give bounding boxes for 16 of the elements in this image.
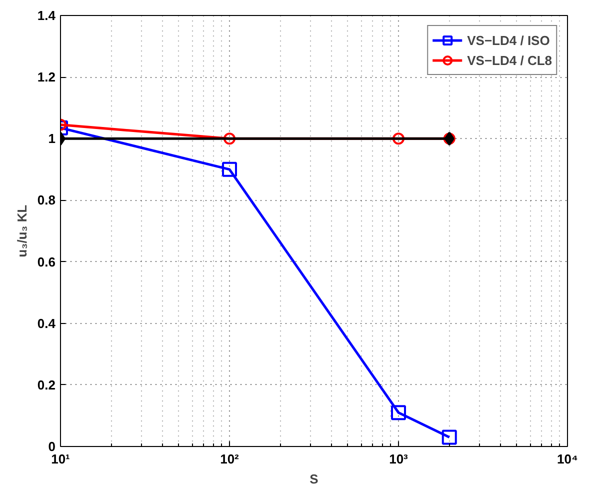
y-tick-label: 0.8 bbox=[37, 192, 56, 208]
y-tick-label: 0.6 bbox=[37, 254, 56, 270]
y-tick-label: 1 bbox=[48, 131, 56, 146]
y-tick-label: 0 bbox=[48, 439, 56, 454]
y-axis-title: u₃/u₃ KL bbox=[14, 204, 30, 258]
y-tick-label: 0.2 bbox=[37, 377, 56, 392]
y-tick-label: 1.2 bbox=[37, 70, 56, 85]
x-tick-label: 10¹ bbox=[51, 452, 70, 466]
y-tick-label: 0.4 bbox=[37, 316, 56, 331]
legend-label: VS−LD4 / ISO bbox=[467, 32, 550, 48]
x-tick-label: 10² bbox=[220, 452, 240, 466]
x-tick-label: 10³ bbox=[389, 452, 409, 466]
x-tick-label: 10⁴ bbox=[557, 452, 578, 466]
y-tick-label: 1.4 bbox=[37, 8, 56, 23]
x-axis-title: S bbox=[310, 472, 319, 486]
legend-label: VS−LD4 / CL8 bbox=[467, 52, 552, 68]
